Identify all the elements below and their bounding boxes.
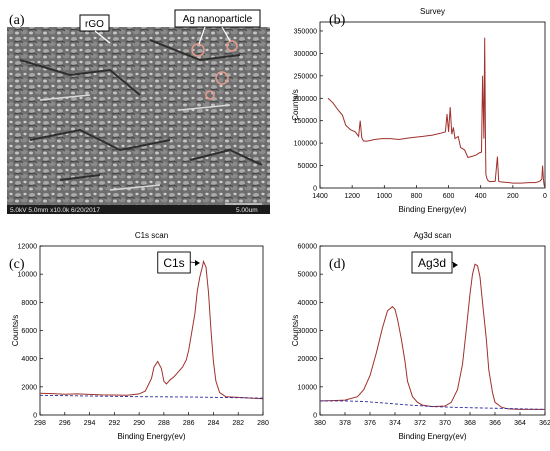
x-tick-label: 290: [133, 420, 145, 427]
sem-texture-dark: [19, 39, 263, 181]
panel-letter: (d): [329, 257, 346, 272]
y-tick-label: 20000: [298, 356, 318, 363]
x-tick-label: 370: [439, 420, 451, 427]
y-tick-label: 150000: [294, 118, 317, 125]
y-tick-label: 50000: [298, 163, 318, 170]
plot-frame: [39, 245, 264, 416]
chart-survey: 1400 1200 1000 800 600 400 200 0 0 50000 100000 150…: [291, 7, 547, 214]
panel-letter: (b): [329, 13, 346, 28]
y-tick-label: 250000: [294, 73, 317, 80]
x-tick-label: 286: [183, 420, 195, 427]
sem-scale-text: 5.00um: [236, 207, 258, 214]
y-tick-label: 10000: [298, 384, 318, 391]
x-tick-label: 280: [257, 420, 269, 427]
y-tick-label: 60000: [298, 244, 318, 251]
y-axis-label: Counts/s: [291, 89, 300, 121]
x-tick-label: 292: [108, 420, 120, 427]
y-tick-label: 0: [313, 186, 317, 193]
x-tick-label: 600: [443, 193, 455, 200]
y-axis-label: Counts/s: [11, 315, 20, 347]
y-tick-label: 12000: [18, 244, 38, 251]
y-tick-label: 8000: [21, 300, 37, 307]
chart-title: Survey: [420, 7, 445, 16]
chart-title: C1s scan: [135, 231, 168, 240]
spectrum-series-line: [327, 37, 546, 187]
x-tick-label: 284: [208, 420, 220, 427]
ag-particle-highlights: [191, 40, 238, 100]
y-tick-label: 100000: [294, 141, 317, 148]
y-tick-label: 10000: [18, 272, 38, 279]
x-tick-label: 282: [232, 420, 244, 427]
spectrum-series-line: [319, 263, 545, 410]
chart-ag3d-scan: 380 378 376 374 372 370 368 366 364 362 0 10000 2000…: [291, 231, 550, 441]
y-tick-label: 0: [313, 413, 317, 420]
sem-image: [7, 27, 270, 214]
x-tick-label: 372: [414, 420, 426, 427]
x-tick-label: 374: [389, 420, 401, 427]
callout-rgo: rGO: [79, 14, 111, 44]
baseline-series-line: [320, 400, 546, 410]
panel-letter: (c): [9, 257, 25, 272]
chart-c1s-scan: 298 296 294 292 290 288 286 284 282 280 0 2000 4000 6…: [9, 231, 269, 441]
y-axis-label: Counts/s: [291, 315, 300, 347]
x-tick-label: 400: [475, 193, 487, 200]
x-tick-label: 364: [514, 420, 526, 427]
x-axis-label: Binding Energy(ev): [117, 432, 185, 441]
x-tick-label: 200: [507, 193, 519, 200]
peak-callout-arrowhead: [453, 262, 458, 268]
panel-a: 5.0kV 5.0mm x10.0k 6/20/2017 5.00um (a) …: [7, 9, 270, 214]
callout-ag: Ag nanoparticle: [174, 9, 261, 45]
x-tick-label: 294: [84, 420, 96, 427]
y-tick-label: 40000: [298, 300, 318, 307]
x-tick-label: 368: [464, 420, 476, 427]
y-tick-label: 4000: [21, 356, 37, 363]
peak-callout-text: C1s: [163, 256, 184, 270]
x-tick-label: 376: [364, 420, 376, 427]
x-tick-label: 380: [314, 420, 326, 427]
y-tick-label: 6000: [21, 328, 37, 335]
y-tick-label: 350000: [294, 28, 317, 35]
sem-footer-text: 5.0kV 5.0mm x10.0k 6/20/2017: [10, 207, 100, 214]
sem-footer-bar: [7, 205, 270, 214]
x-tick-label: 298: [34, 420, 46, 427]
sem-texture-light: [39, 94, 231, 191]
x-tick-label: 296: [59, 420, 71, 427]
y-tick-label: 2000: [21, 384, 37, 391]
plot-frame: [319, 21, 546, 189]
spectrum-series-line: [39, 259, 264, 400]
callout-rgo-text: rGO: [85, 19, 104, 30]
chart-title: Ag3d scan: [414, 231, 452, 240]
callout-ag-text: Ag nanoparticle: [183, 14, 253, 25]
y-tick-label: 0: [33, 413, 37, 420]
x-tick-label: 1400: [312, 193, 328, 200]
y-tick-label: 200000: [294, 96, 317, 103]
x-tick-label: 800: [411, 193, 423, 200]
baseline-series-line: [39, 394, 264, 399]
x-axis-label: Binding Energy(ev): [398, 432, 466, 441]
x-tick-label: 378: [339, 420, 351, 427]
y-tick-label: 30000: [298, 328, 318, 335]
x-tick-label: 366: [489, 420, 501, 427]
x-tick-label: 362: [539, 420, 550, 427]
x-tick-label: 1200: [344, 193, 360, 200]
x-tick-label: 1000: [376, 193, 392, 200]
panel-a-letter: (a): [9, 13, 25, 28]
x-axis-label: Binding Energy(ev): [398, 205, 466, 214]
peak-callout-text: Ag3d: [418, 256, 446, 270]
y-tick-label: 300000: [294, 51, 317, 58]
peak-callout-arrowhead: [195, 260, 200, 266]
x-tick-label: 0: [543, 193, 547, 200]
y-tick-label: 50000: [298, 272, 318, 279]
peak-callout-box: [157, 251, 191, 274]
x-tick-label: 288: [158, 420, 170, 427]
